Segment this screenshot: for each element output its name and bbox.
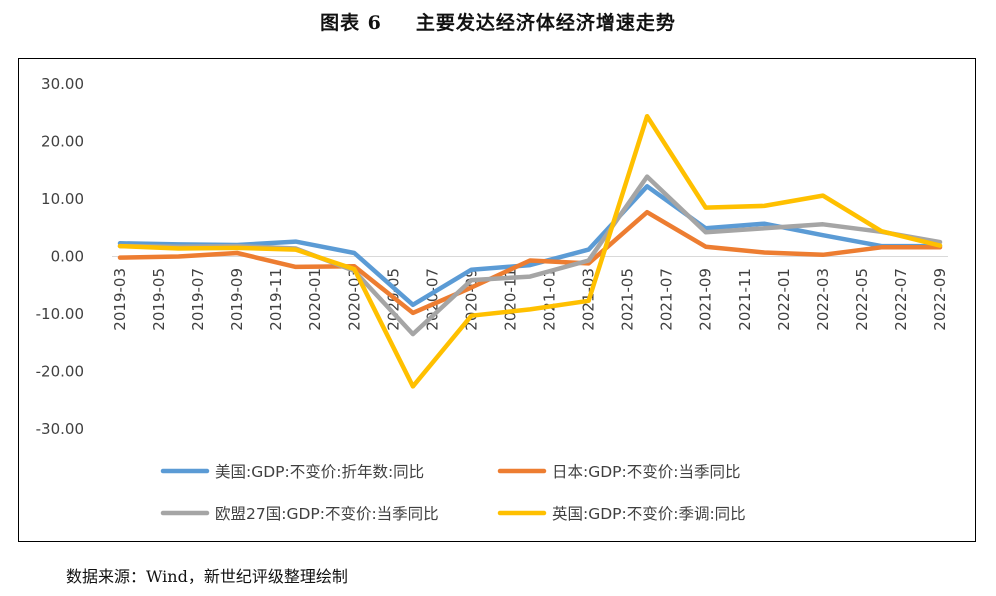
x-tick-label: 2019-07 bbox=[189, 268, 207, 331]
x-tick-label: 2020-01 bbox=[306, 268, 324, 331]
series-line-4 bbox=[117, 113, 943, 389]
x-tick-label: 2020-11 bbox=[501, 268, 519, 331]
source-note: 数据来源：Wind，新世纪评级整理绘制 bbox=[66, 567, 348, 586]
series-group bbox=[117, 113, 943, 389]
y-axis: 30.00 20.00 10.00 0.00 -10.00 -20.00 -30.00 bbox=[36, 75, 84, 438]
x-tick-label: 2019-03 bbox=[111, 268, 129, 331]
y-tick-label: 20.00 bbox=[41, 133, 84, 151]
x-tick-label: 2019-11 bbox=[267, 268, 285, 331]
x-tick-label: 2021-01 bbox=[541, 268, 559, 331]
x-tick-label: 2022-05 bbox=[853, 268, 871, 331]
legend-label-2: 日本:GDP:不变价:当季同比 bbox=[552, 463, 740, 481]
x-tick-label: 2022-09 bbox=[931, 268, 949, 331]
x-tick-label: 2021-09 bbox=[697, 268, 715, 331]
y-tick-label: 0.00 bbox=[51, 248, 84, 266]
x-tick-label: 2022-07 bbox=[892, 268, 910, 331]
x-tick-label: 2021-11 bbox=[736, 268, 754, 331]
y-tick-label: 10.00 bbox=[41, 190, 84, 208]
legend: 美国:GDP:不变价:折年数:同比 日本:GDP:不变价:当季同比欧盟27国:GD… bbox=[160, 463, 746, 523]
legend-label-4: 英国:GDP:不变价:季调:同比 bbox=[552, 505, 746, 523]
chart-frame bbox=[18, 58, 976, 542]
x-tick-label: 2021-07 bbox=[658, 268, 676, 331]
y-tick-label: -30.00 bbox=[36, 420, 84, 438]
series-line-1 bbox=[117, 184, 943, 308]
x-tick-label: 2022-01 bbox=[775, 268, 793, 331]
y-tick-label: 30.00 bbox=[41, 75, 84, 93]
figure-caption: 主要发达经济体经济增速走势 bbox=[415, 12, 676, 34]
series-line-2 bbox=[117, 209, 943, 316]
legend-label-3: 欧盟27国:GDP:不变价:当季同比 bbox=[215, 505, 439, 523]
legend-label-1: 美国:GDP:不变价:折年数:同比 bbox=[215, 463, 424, 481]
x-tick-label: 2021-05 bbox=[619, 268, 637, 331]
y-tick-label: -20.00 bbox=[36, 363, 84, 381]
x-tick-label: 2019-05 bbox=[150, 268, 168, 331]
x-tick-label: 2022-03 bbox=[814, 268, 832, 331]
x-tick-label: 2020-03 bbox=[345, 268, 363, 331]
figure-title: 图表 6 主要发达经济体经济增速走势 bbox=[0, 8, 996, 35]
x-tick-label: 2019-09 bbox=[228, 268, 246, 331]
figure-label: 图表 6 bbox=[320, 12, 382, 34]
y-tick-label: -10.00 bbox=[36, 305, 84, 323]
